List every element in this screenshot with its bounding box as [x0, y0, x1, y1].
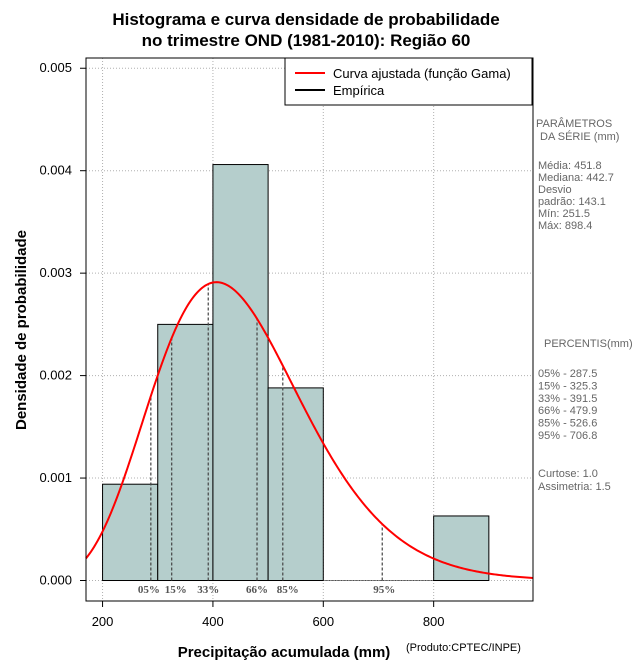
- y-tick-label-5: 0.005: [39, 60, 72, 75]
- percentil-line-2: 33% - 391.5: [538, 393, 597, 405]
- percentile-label-1: 15%: [165, 584, 187, 596]
- params-title-2: DA SÉRIE (mm): [540, 130, 619, 143]
- percentile-label-2: 33%: [197, 584, 219, 596]
- histogram-bar-1: [157, 323, 214, 582]
- x-tick-label-3: 800: [423, 614, 445, 629]
- x-tick-label-2: 600: [312, 614, 334, 629]
- percentis-list: 05% - 287.515% - 325.333% - 391.566% - 4…: [538, 368, 597, 442]
- percentile-lines: [150, 284, 383, 581]
- percentile-label-0: 05%: [138, 584, 160, 596]
- x-axis: 200 400 600 800: [92, 601, 445, 629]
- y-tick-label-0: 0.000: [39, 573, 72, 588]
- histogram-bars: [102, 164, 490, 582]
- param-line-1: Mediana: 442.7: [538, 172, 614, 184]
- x-tick-label-0: 200: [92, 614, 114, 629]
- y-tick-label-1: 0.001: [39, 470, 72, 485]
- x-tick-label-1: 400: [202, 614, 224, 629]
- param-line-3: padrão: 143.1: [538, 196, 606, 208]
- x-axis-label: Precipitação acumulada (mm): [178, 644, 391, 660]
- side-panel: PARÂMETROS DA SÉRIE (mm) Média: 451.8Med…: [536, 117, 633, 493]
- percentil-line-0: 05% - 287.5: [538, 368, 597, 380]
- shape-line-0: Curtose: 1.0: [538, 468, 598, 480]
- param-line-4: Mín: 251.5: [538, 208, 590, 220]
- chart-title-line-1: Histograma e curva densidade de probabil…: [112, 10, 499, 29]
- percentile-labels: 05% 15% 33% 66% 85% 95%: [138, 584, 395, 596]
- percentil-line-4: 85% - 526.6: [538, 418, 597, 430]
- y-axis: 0.000 0.001 0.002 0.003 0.004 0.005: [39, 60, 86, 588]
- y-tick-label-4: 0.004: [39, 163, 72, 178]
- histogram-bar-6: [433, 515, 490, 582]
- param-line-2: Desvio: [538, 184, 572, 196]
- y-tick-label-2: 0.002: [39, 368, 72, 383]
- y-axis-label: Densidade de probabilidade: [13, 230, 30, 430]
- y-tick-label-3: 0.003: [39, 265, 72, 280]
- percentile-label-5: 95%: [373, 584, 395, 596]
- legend-empirical-label: Empírica: [333, 83, 385, 98]
- percentil-line-3: 66% - 479.9: [538, 405, 597, 417]
- chart-title-line-2: no trimestre OND (1981-2010): Região 60: [142, 31, 471, 50]
- percentile-label-4: 85%: [277, 584, 299, 596]
- params-title-1: PARÂMETROS: [536, 117, 612, 130]
- gamma-curve-layer: [85, 281, 534, 579]
- legend-box: [284, 57, 533, 106]
- percentis-title: PERCENTIS(mm): [544, 338, 633, 350]
- percentile-label-3: 66%: [246, 584, 268, 596]
- shape-line-1: Assimetria: 1.5: [538, 481, 611, 493]
- histogram-bar-3: [267, 387, 324, 582]
- histogram-bar-2: [212, 164, 269, 582]
- product-credit: (Produto:CPTEC/INPE): [406, 642, 521, 654]
- legend: Curva ajustada (função Gama) Empírica: [284, 57, 533, 106]
- percentil-line-5: 95% - 706.8: [538, 430, 597, 442]
- param-line-0: Média: 451.8: [538, 160, 602, 172]
- histogram-bar-0: [102, 483, 159, 582]
- legend-gamma-label: Curva ajustada (função Gama): [333, 66, 511, 81]
- gamma-curve: [85, 281, 534, 579]
- param-line-5: Máx: 898.4: [538, 220, 592, 232]
- percentil-line-1: 15% - 325.3: [538, 380, 597, 392]
